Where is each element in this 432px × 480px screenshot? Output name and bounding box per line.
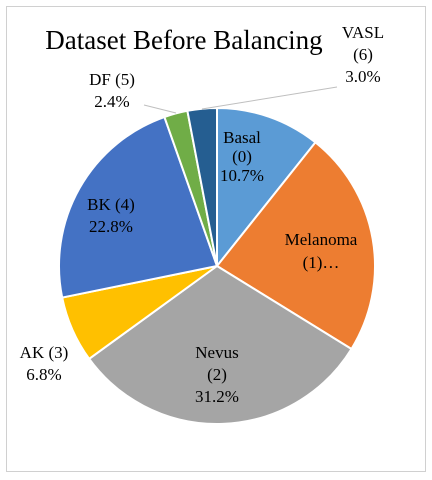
- slice-label-line: 3.0%: [345, 67, 380, 86]
- slice-label: BK (4) 22.8%: [87, 195, 135, 236]
- pie-slices: [58, 106, 376, 425]
- slice-label: DF (5) 2.4%: [89, 70, 135, 111]
- slice-label-line: (6): [353, 45, 373, 64]
- slice-label: VASL (6) 3.0%: [342, 23, 384, 86]
- slice-label-line: 2.4%: [94, 92, 129, 111]
- leader-line: [143, 104, 177, 114]
- slice-label-line: (1)…: [303, 253, 340, 272]
- pie-slice-nevus-2: [87, 264, 353, 425]
- slice-label-line: Melanoma: [285, 230, 358, 249]
- slice-label-line: (2): [207, 365, 227, 384]
- slice-label: AK (3) 6.8%: [20, 343, 69, 384]
- slice-label: Basal (0) 10.7%: [220, 128, 264, 185]
- pie-slice-bk-4: [58, 115, 219, 299]
- slice-label-line: 6.8%: [26, 365, 61, 384]
- slice-label-line: Nevus: [195, 343, 238, 362]
- slice-labels: Basal (0) 10.7% Melanoma (1)… Nevus (2) 31.2% AK…: [20, 23, 384, 406]
- slice-label-line: AK (3): [20, 343, 69, 362]
- leader-line: [201, 86, 338, 110]
- slice-label-line: BK (4): [87, 195, 135, 214]
- slice-label-line: (0): [232, 147, 252, 166]
- slice-label-line: VASL: [342, 23, 384, 42]
- slice-label: Nevus (2) 31.2%: [195, 343, 239, 406]
- slice-label-line: 10.7%: [220, 166, 264, 185]
- slice-label-line: DF (5): [89, 70, 135, 89]
- slice-label-line: 22.8%: [89, 217, 133, 236]
- slice-label-line: 31.2%: [195, 387, 239, 406]
- slice-label: Melanoma (1)…: [285, 230, 358, 272]
- pie-slice-basal-0: [216, 106, 317, 269]
- chart-title: Dataset Before Balancing: [45, 25, 322, 55]
- pie-slice-melanoma-1: [215, 140, 376, 351]
- leader-lines: [143, 86, 338, 114]
- slice-label-line: Basal: [223, 128, 261, 147]
